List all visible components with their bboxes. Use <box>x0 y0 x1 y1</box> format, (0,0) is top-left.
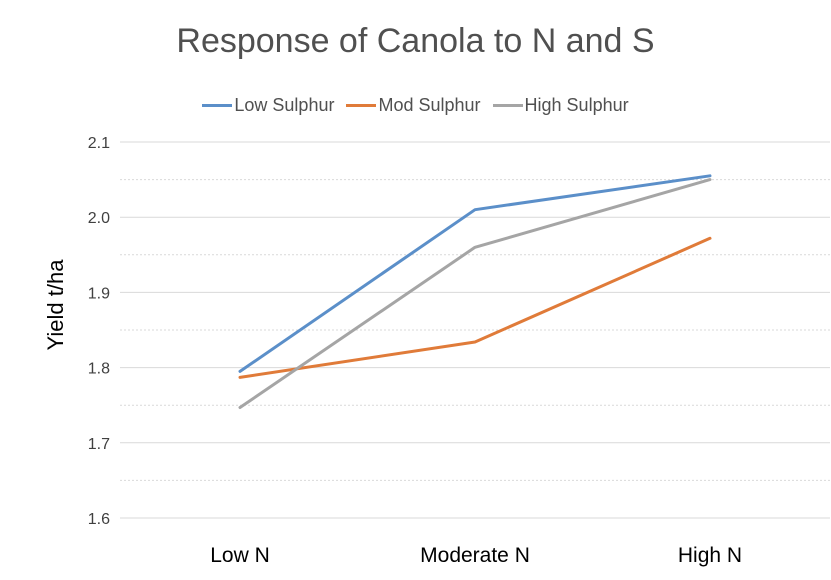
x-category-label: Moderate N <box>420 544 530 567</box>
x-category-label: High N <box>678 544 742 567</box>
legend-swatch-mod-sulphur <box>346 104 377 107</box>
y-tick-label: 1.8 <box>88 361 110 378</box>
legend-label-mod-sulphur: Mod Sulphur <box>378 95 481 115</box>
y-tick-label: 1.9 <box>88 285 110 302</box>
series-line-mod-sulphur <box>238 236 712 379</box>
legend: Low Sulphur Mod Sulphur High Sulphur <box>0 95 831 116</box>
y-tick-label: 2.0 <box>88 210 110 227</box>
legend-label-low-sulphur: Low Sulphur <box>234 95 335 115</box>
legend-label-high-sulphur: High Sulphur <box>524 95 629 115</box>
x-category-label: Low N <box>210 544 270 567</box>
legend-swatch-low-sulphur <box>202 104 233 107</box>
legend-swatch-high-sulphur <box>492 104 523 107</box>
legend-entry-mod-sulphur: Mod Sulphur <box>346 95 481 116</box>
legend-entry-low-sulphur: Low Sulphur <box>202 95 334 116</box>
series-line-high-sulphur <box>238 178 712 409</box>
chart-title: Response of Canola to N and S <box>176 22 655 60</box>
y-tick-label: 1.6 <box>88 511 110 528</box>
legend-entry-high-sulphur: High Sulphur <box>492 95 629 116</box>
series-line-low-sulphur <box>238 174 712 373</box>
y-tick-label: 1.7 <box>88 436 110 453</box>
y-tick-label: 2.1 <box>88 135 110 152</box>
